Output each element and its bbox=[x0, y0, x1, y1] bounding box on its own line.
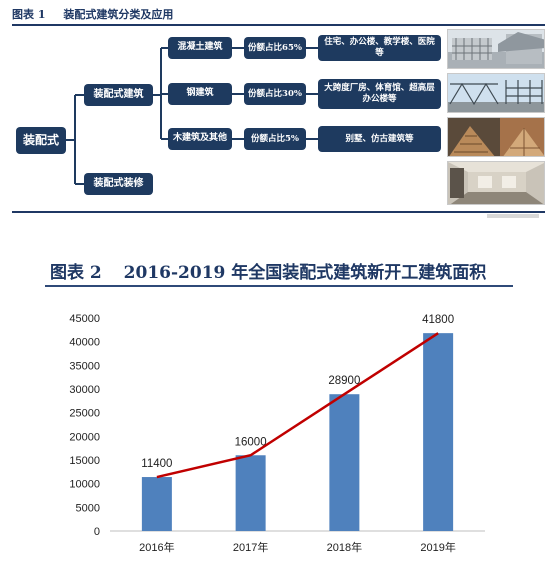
y-tick-label: 15000 bbox=[69, 455, 100, 467]
data-label: 11400 bbox=[141, 458, 172, 470]
uses-node-wood: 别墅、仿古建筑等 bbox=[318, 126, 441, 152]
branch-node-buildings: 装配式建筑 bbox=[84, 84, 153, 106]
photo-steel-structure bbox=[447, 73, 545, 113]
share-node-steel: 份额占比30% bbox=[244, 83, 306, 105]
y-tick-label: 45000 bbox=[69, 313, 100, 325]
data-label: 16000 bbox=[235, 436, 267, 448]
y-tick-label: 25000 bbox=[69, 408, 100, 420]
y-tick-label: 35000 bbox=[69, 360, 100, 372]
figure1-title: 装配式建筑分类及应用 bbox=[63, 8, 174, 21]
uses-node-concrete: 住宅、办公楼、教学楼、医院等 bbox=[318, 35, 441, 61]
x-tick-label: 2018年 bbox=[327, 540, 362, 554]
uses-node-steel: 大跨度厂房、体育馆、超高层办公楼等 bbox=[318, 79, 441, 109]
y-tick-label: 0 bbox=[94, 526, 100, 538]
figure2-title: 2016-2019 年全国装配式建筑新开工建筑面积 bbox=[123, 263, 487, 283]
photo-concrete-building bbox=[447, 29, 545, 69]
figure2-caption: 图表 2 2016-2019 年全国装配式建筑新开工建筑面积 bbox=[50, 258, 502, 283]
x-tick-label: 2017年 bbox=[233, 540, 268, 554]
data-label: 28900 bbox=[328, 375, 360, 387]
share-node-concrete: 份额占比65% bbox=[244, 37, 306, 59]
x-tick-label: 2016年 bbox=[139, 540, 174, 554]
y-tick-label: 20000 bbox=[69, 431, 100, 443]
y-tick-label: 40000 bbox=[69, 337, 100, 349]
bar bbox=[329, 394, 360, 531]
y-tick-label: 5000 bbox=[76, 502, 100, 514]
bar-chart: 0 5000 10000 15000 20000 25000 30000 35000 40000… bbox=[69, 313, 485, 554]
figure1-connectors bbox=[66, 47, 318, 185]
data-label: 41800 bbox=[422, 314, 454, 326]
bar bbox=[423, 333, 454, 531]
cropped-source-text bbox=[487, 214, 539, 218]
x-tick-label: 2019年 bbox=[420, 540, 455, 554]
photo-interior-decoration bbox=[447, 161, 545, 205]
figure1-caption: 图表 1 装配式建筑分类及应用 bbox=[12, 6, 187, 22]
bar bbox=[235, 455, 266, 531]
figure1-top-rule bbox=[12, 24, 545, 26]
trend-line bbox=[156, 332, 439, 479]
y-tick-label: 10000 bbox=[69, 479, 100, 491]
type-node-concrete: 混凝土建筑 bbox=[168, 37, 232, 59]
figure2-label: 图表 2 bbox=[50, 263, 102, 283]
figure1-source-strip bbox=[12, 214, 545, 222]
y-tick-label: 30000 bbox=[69, 384, 100, 396]
type-node-steel: 钢建筑 bbox=[168, 83, 232, 105]
share-node-wood: 份额占比5% bbox=[244, 128, 306, 150]
photo-wood-structure bbox=[447, 117, 545, 157]
figure1-label: 图表 1 bbox=[12, 8, 46, 21]
figure1-bottom-rule bbox=[12, 211, 545, 213]
root-node: 装配式 bbox=[16, 127, 66, 154]
bar bbox=[141, 477, 172, 531]
type-node-wood: 木建筑及其他 bbox=[168, 128, 232, 150]
branch-node-decoration: 装配式装修 bbox=[84, 173, 153, 195]
figure2-rule bbox=[45, 285, 513, 287]
